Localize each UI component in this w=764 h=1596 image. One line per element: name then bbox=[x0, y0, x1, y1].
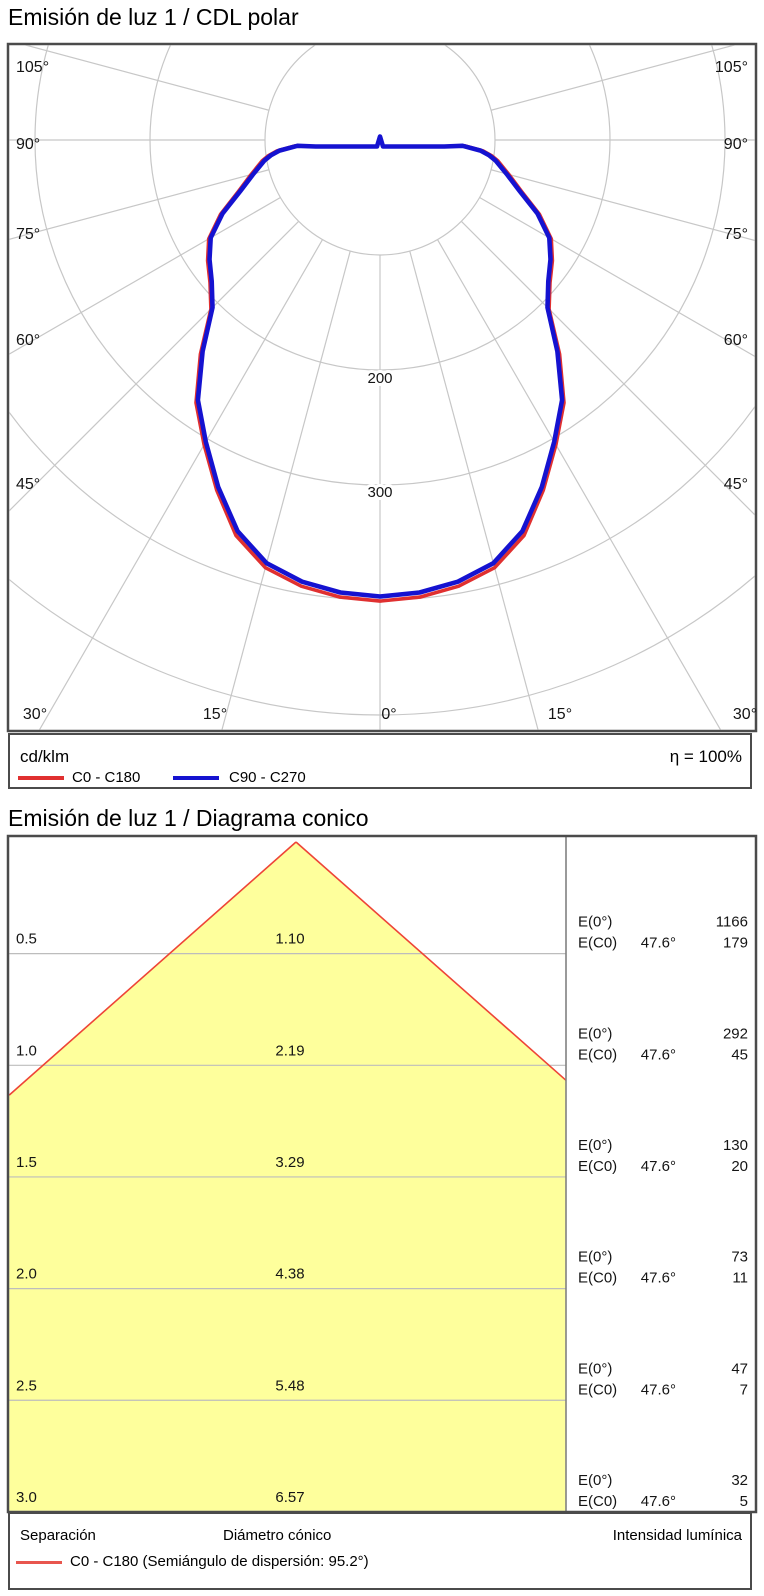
cone-edge-left bbox=[8, 841, 297, 1096]
beam-angle-value: 47.6° bbox=[641, 1270, 676, 1287]
cone-diameter-value: 4.38 bbox=[275, 1266, 304, 1283]
separation-value: 2.5 bbox=[16, 1377, 37, 1394]
polar-angle-label-left: 90° bbox=[16, 136, 40, 153]
separation-value: 1.0 bbox=[16, 1042, 37, 1059]
polar-angle-label-right: 105° bbox=[715, 59, 748, 76]
ec0-label: E(C0) bbox=[578, 1046, 617, 1063]
polar-angle-label-left: 45° bbox=[16, 476, 40, 493]
polar-grid-ray bbox=[490, 45, 735, 111]
e0-value: 130 bbox=[723, 1137, 748, 1154]
polar-grid-ring bbox=[9, 406, 755, 601]
polar-unit-label: cd/klm bbox=[20, 747, 70, 766]
separation-value: 0.5 bbox=[16, 931, 37, 948]
e0-label: E(0°) bbox=[578, 1137, 612, 1154]
cone-edge-right bbox=[295, 841, 567, 1081]
polar-angle-label-right: 90° bbox=[724, 136, 748, 153]
e0-value: 32 bbox=[731, 1472, 748, 1489]
e0-label: E(0°) bbox=[578, 914, 612, 931]
e0-value: 73 bbox=[731, 1249, 748, 1266]
cone-legend-line bbox=[16, 1561, 62, 1564]
polar-ring-label-200: 200 bbox=[367, 370, 392, 387]
polar-angle-label-bottom: 0° bbox=[381, 706, 396, 723]
cone-legend-label: C0 - C180 (Semiángulo de dispersión: 95.… bbox=[70, 1553, 369, 1570]
beam-angle-value: 47.6° bbox=[641, 1493, 676, 1510]
separation-column-label: Separación bbox=[20, 1527, 96, 1544]
cone-diameter-value: 2.19 bbox=[275, 1042, 304, 1059]
c90-c270-legend-label: C90 - C270 bbox=[229, 769, 306, 786]
beam-angle-value: 47.6° bbox=[641, 1158, 676, 1175]
ec0-label: E(C0) bbox=[578, 1158, 617, 1175]
polar-grid-ray bbox=[490, 169, 755, 241]
polar-grid-ray bbox=[9, 169, 270, 240]
polar-angle-label-bottom: 15° bbox=[548, 706, 572, 723]
ec0-value: 11 bbox=[732, 1270, 748, 1287]
polar-angle-label-right: 45° bbox=[724, 476, 748, 493]
ec0-value: 7 bbox=[740, 1381, 748, 1398]
polar-angle-label-left: 60° bbox=[16, 332, 40, 349]
e0-value: 1166 bbox=[716, 914, 748, 931]
cone-diameter-value: 3.29 bbox=[275, 1154, 304, 1171]
cone-footer-panel: Separación Diámetro cónico Intensidad lu… bbox=[8, 1512, 752, 1590]
ec0-value: 45 bbox=[731, 1046, 748, 1063]
beam-angle-value: 47.6° bbox=[641, 1046, 676, 1063]
polar-angle-label-left: 105° bbox=[16, 59, 49, 76]
separation-value: 2.0 bbox=[16, 1266, 37, 1283]
e0-label: E(0°) bbox=[578, 1472, 612, 1489]
e0-label: E(0°) bbox=[578, 1360, 612, 1377]
ec0-label: E(C0) bbox=[578, 1270, 617, 1287]
e0-label: E(0°) bbox=[578, 1249, 612, 1266]
polar-ring-label-300: 300 bbox=[367, 484, 392, 501]
ec0-value: 5 bbox=[740, 1493, 748, 1510]
polar-angle-label-right: 60° bbox=[724, 332, 748, 349]
polar-grid-ray bbox=[25, 45, 270, 111]
c90-c270-legend-line bbox=[173, 776, 219, 780]
polar-grid-ray bbox=[409, 250, 539, 730]
polar-grid-ray bbox=[9, 220, 300, 512]
ec0-value: 20 bbox=[731, 1158, 748, 1175]
ec0-value: 179 bbox=[723, 935, 748, 952]
separation-value: 1.5 bbox=[16, 1154, 37, 1171]
cone-diameter-column-label: Diámetro cónico bbox=[223, 1527, 332, 1544]
c0-c180-legend-line bbox=[18, 776, 64, 780]
beam-angle-value: 47.6° bbox=[641, 935, 676, 952]
polar-grid-ray bbox=[221, 250, 351, 730]
ec0-label: E(C0) bbox=[578, 935, 617, 952]
cone-diameter-value: 1.10 bbox=[275, 931, 304, 948]
light-output-ratio-label: η = 100% bbox=[669, 747, 742, 766]
polar-grid-ray bbox=[9, 196, 281, 355]
e0-value: 47 bbox=[731, 1360, 748, 1377]
polar-angle-label-bottom: 30° bbox=[733, 706, 757, 723]
luminous-intensity-column-label: Intensidad lumínica bbox=[612, 1527, 742, 1544]
separation-value: 3.0 bbox=[16, 1489, 37, 1506]
cone-diameter-value: 5.48 bbox=[275, 1377, 304, 1394]
polar-angle-label-bottom: 30° bbox=[23, 706, 47, 723]
polar-diagram-title: Emisión de luz 1 / CDL polar bbox=[8, 4, 299, 30]
ec0-label: E(C0) bbox=[578, 1381, 617, 1398]
polar-chart-frame bbox=[6, 42, 758, 733]
polar-legend-panel: cd/klm η = 100% C0 - C180 C90 - C270 bbox=[8, 733, 752, 789]
polar-grid-ray bbox=[38, 239, 324, 730]
c90-c270-curve bbox=[195, 134, 565, 599]
polar-grid-ray bbox=[479, 196, 755, 357]
e0-label: E(0°) bbox=[578, 1025, 612, 1042]
e0-value: 292 bbox=[723, 1025, 748, 1042]
ec0-label: E(C0) bbox=[578, 1493, 617, 1510]
polar-angle-label-right: 75° bbox=[724, 226, 748, 243]
cone-diagram-title: Emisión de luz 1 / Diagrama conico bbox=[8, 805, 369, 831]
beam-angle-value: 47.6° bbox=[641, 1381, 676, 1398]
polar-grid-ray bbox=[436, 239, 722, 730]
polar-angle-label-left: 75° bbox=[16, 226, 40, 243]
polar-angle-label-bottom: 15° bbox=[203, 706, 227, 723]
c0-c180-legend-label: C0 - C180 bbox=[72, 769, 141, 786]
polar-grid-ray bbox=[460, 220, 755, 516]
cone-diameter-value: 6.57 bbox=[275, 1489, 304, 1506]
